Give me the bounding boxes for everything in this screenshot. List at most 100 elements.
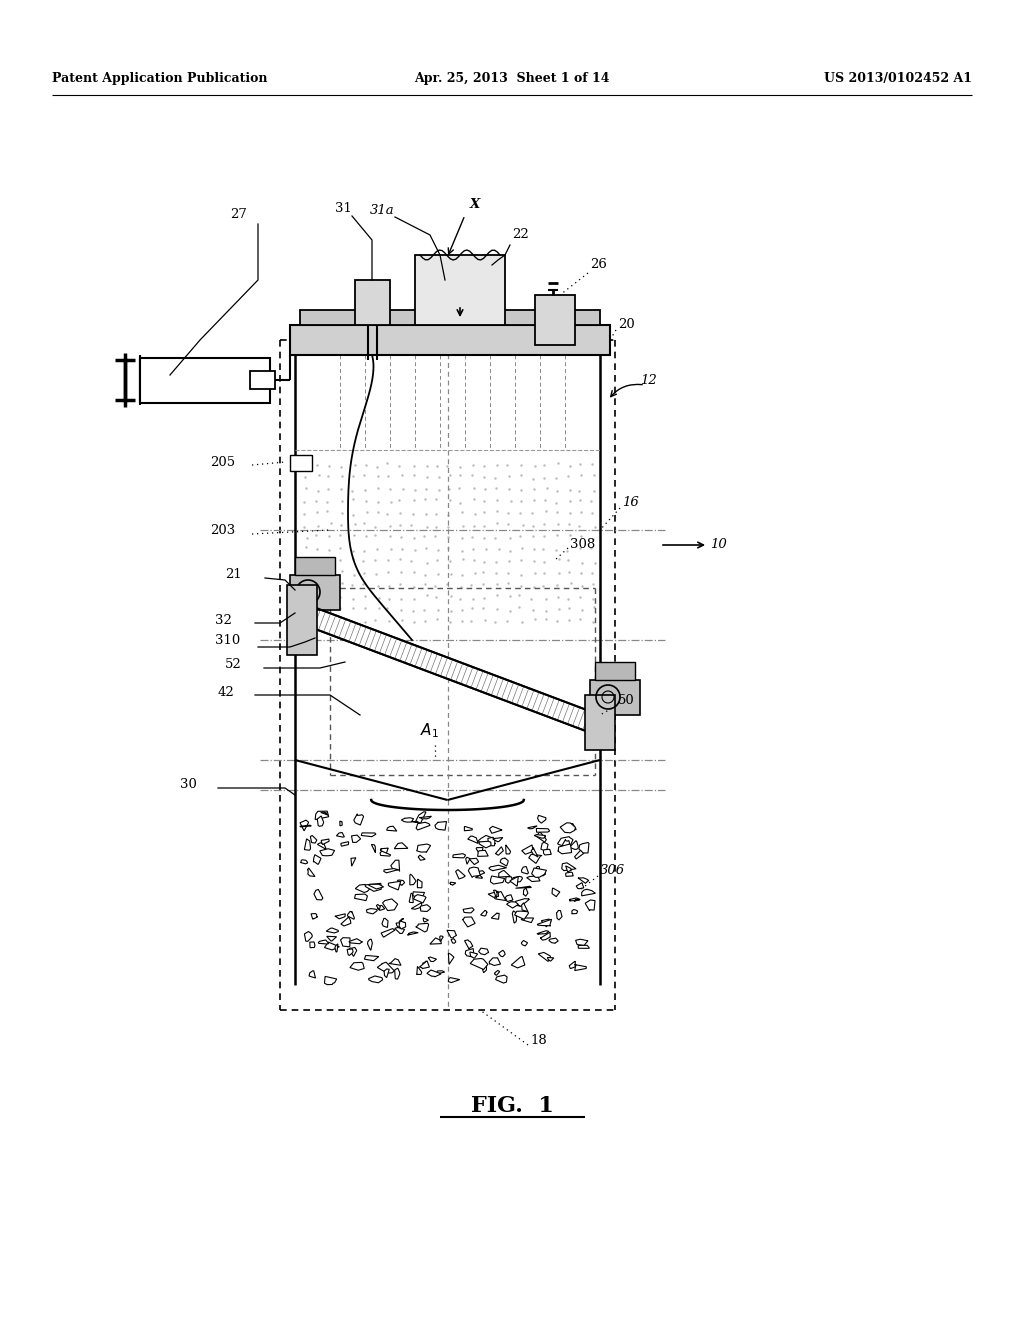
Polygon shape xyxy=(511,957,525,968)
Polygon shape xyxy=(365,956,379,961)
Polygon shape xyxy=(449,953,454,965)
Polygon shape xyxy=(317,816,324,826)
Polygon shape xyxy=(321,812,328,814)
Polygon shape xyxy=(341,917,351,925)
Polygon shape xyxy=(314,890,323,900)
Polygon shape xyxy=(578,878,589,883)
Polygon shape xyxy=(366,883,381,891)
Polygon shape xyxy=(463,908,474,913)
Text: 31a: 31a xyxy=(370,203,394,216)
Bar xyxy=(290,325,610,355)
Polygon shape xyxy=(558,845,571,854)
Polygon shape xyxy=(488,891,499,898)
Polygon shape xyxy=(372,845,376,853)
Bar xyxy=(295,557,335,576)
Polygon shape xyxy=(526,875,540,882)
Polygon shape xyxy=(335,944,338,952)
Polygon shape xyxy=(464,826,472,830)
Polygon shape xyxy=(528,854,542,863)
Polygon shape xyxy=(304,840,310,850)
Text: 306: 306 xyxy=(600,863,625,876)
Polygon shape xyxy=(494,890,498,899)
Polygon shape xyxy=(439,936,443,941)
Polygon shape xyxy=(542,919,551,927)
Polygon shape xyxy=(475,875,482,878)
Polygon shape xyxy=(515,899,529,907)
Text: 16: 16 xyxy=(622,495,639,508)
Polygon shape xyxy=(476,847,483,853)
Polygon shape xyxy=(420,961,429,969)
Polygon shape xyxy=(397,880,404,886)
Text: 205: 205 xyxy=(210,455,236,469)
Polygon shape xyxy=(414,895,426,903)
Polygon shape xyxy=(413,892,425,896)
Bar xyxy=(535,294,575,345)
Polygon shape xyxy=(574,850,585,859)
Polygon shape xyxy=(351,836,360,842)
Polygon shape xyxy=(347,949,353,956)
Text: 22: 22 xyxy=(512,228,528,242)
Polygon shape xyxy=(341,842,348,846)
Polygon shape xyxy=(423,961,426,968)
Polygon shape xyxy=(377,904,380,909)
Polygon shape xyxy=(480,961,486,973)
Polygon shape xyxy=(395,928,404,933)
Polygon shape xyxy=(288,601,600,734)
Polygon shape xyxy=(521,917,534,923)
Polygon shape xyxy=(428,957,436,961)
Bar xyxy=(355,280,390,325)
Polygon shape xyxy=(574,899,579,902)
Text: 30: 30 xyxy=(180,779,197,792)
Polygon shape xyxy=(511,902,520,906)
Polygon shape xyxy=(341,937,350,946)
Polygon shape xyxy=(410,874,416,884)
Polygon shape xyxy=(537,829,550,832)
Text: Patent Application Publication: Patent Application Publication xyxy=(52,73,267,84)
Polygon shape xyxy=(325,942,339,950)
Polygon shape xyxy=(318,940,329,944)
Polygon shape xyxy=(477,836,496,843)
Polygon shape xyxy=(388,882,401,890)
Polygon shape xyxy=(552,888,560,896)
Polygon shape xyxy=(506,876,512,883)
Polygon shape xyxy=(469,858,478,865)
Polygon shape xyxy=(311,913,317,919)
Polygon shape xyxy=(322,840,329,845)
Polygon shape xyxy=(416,923,429,932)
Polygon shape xyxy=(304,932,312,941)
Polygon shape xyxy=(466,857,470,865)
Polygon shape xyxy=(325,977,337,985)
Polygon shape xyxy=(541,932,551,940)
Polygon shape xyxy=(465,940,473,949)
Text: 21: 21 xyxy=(225,569,242,582)
Bar xyxy=(290,576,340,610)
Polygon shape xyxy=(349,948,356,957)
Polygon shape xyxy=(562,863,577,871)
Text: 42: 42 xyxy=(218,685,234,698)
Polygon shape xyxy=(470,952,477,958)
Polygon shape xyxy=(478,948,488,954)
Polygon shape xyxy=(582,890,595,896)
Polygon shape xyxy=(470,958,487,969)
Polygon shape xyxy=(488,865,507,871)
Polygon shape xyxy=(541,842,548,851)
Polygon shape xyxy=(549,939,558,944)
Polygon shape xyxy=(423,917,428,923)
Polygon shape xyxy=(417,966,422,974)
Polygon shape xyxy=(537,832,547,842)
Polygon shape xyxy=(539,953,551,961)
Polygon shape xyxy=(492,913,499,919)
Polygon shape xyxy=(315,812,329,820)
Polygon shape xyxy=(335,913,345,919)
Polygon shape xyxy=(521,845,532,854)
Polygon shape xyxy=(354,894,368,900)
Text: 18: 18 xyxy=(530,1034,547,1047)
Polygon shape xyxy=(369,884,384,888)
Text: 12: 12 xyxy=(640,374,656,387)
Polygon shape xyxy=(477,850,488,857)
Polygon shape xyxy=(500,858,508,866)
Polygon shape xyxy=(577,883,584,888)
Polygon shape xyxy=(353,814,364,825)
Polygon shape xyxy=(340,821,342,826)
Polygon shape xyxy=(496,975,507,983)
